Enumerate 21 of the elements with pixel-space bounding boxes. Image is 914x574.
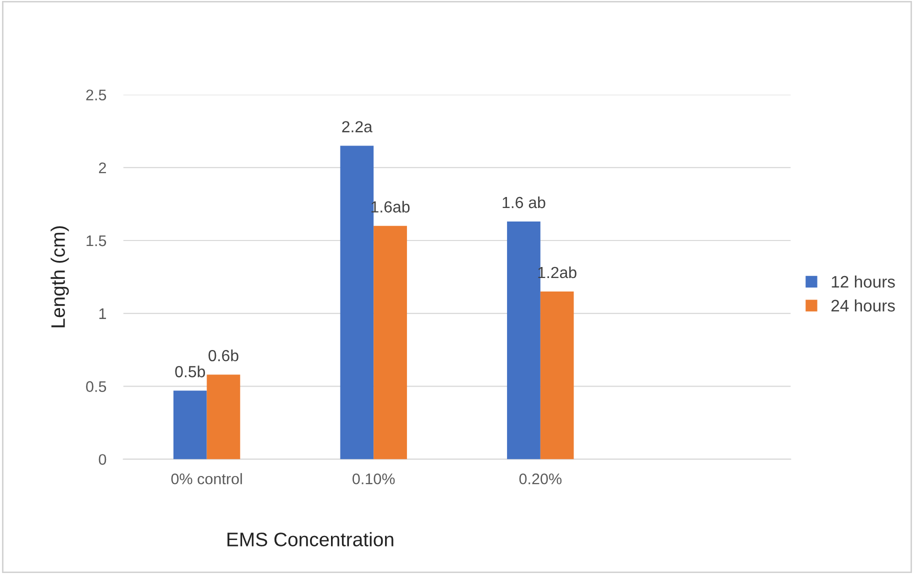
- y-tick-label: 0: [98, 454, 106, 465]
- y-tick-label: 2.5: [86, 90, 106, 100]
- legend-label: 12 hours: [832, 275, 895, 288]
- x-tick-label: 0% control: [171, 473, 242, 484]
- data-label: 0.6b: [208, 350, 238, 362]
- y-tick-label: 0.5: [86, 381, 106, 392]
- x-tick-label: 0.10%: [352, 473, 395, 484]
- y-tick-label: 1.5: [86, 236, 106, 246]
- data-label: 0.5b: [175, 366, 205, 378]
- y-tick-label: 2: [98, 162, 106, 174]
- bar: [206, 374, 240, 460]
- legend-label: 24 hours: [831, 299, 895, 312]
- bar: [173, 390, 207, 460]
- x-tick-label: 0.20%: [519, 473, 562, 484]
- y-tick-label: 1: [99, 308, 106, 319]
- y-axis-title: Length (cm): [50, 226, 69, 328]
- bar: [374, 226, 407, 460]
- data-label: 1.6 ab: [502, 196, 546, 208]
- bar: [540, 292, 574, 460]
- x-axis-title: EMS Concentration: [228, 532, 394, 546]
- data-label: 2.2a: [342, 121, 372, 132]
